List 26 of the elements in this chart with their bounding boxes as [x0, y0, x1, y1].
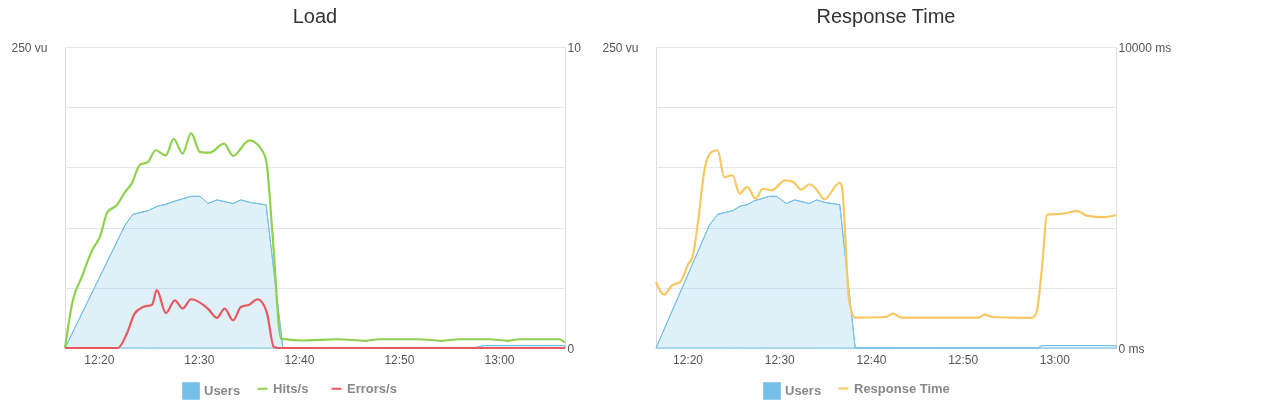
x-tick-label: 12:30	[764, 352, 796, 367]
legend-label: Users	[785, 383, 822, 398]
legend-label: Hits/s	[273, 380, 309, 396]
chart-title: Response Time	[816, 5, 956, 27]
legend-label: Response Time	[854, 380, 950, 396]
line-series	[63, 289, 567, 350]
y-tick-label: 250 vu	[602, 40, 639, 55]
legend-label: Errors/s	[347, 380, 397, 396]
legend-label: Users	[204, 383, 241, 398]
x-tick-label: 12:40	[284, 352, 315, 367]
y2-tick-label: 0 ms	[1118, 341, 1145, 356]
x-tick-label: 12:20	[673, 352, 704, 367]
y2-tick-label: 0	[567, 341, 575, 356]
y2-tick-label: 10	[567, 40, 582, 55]
chart-title: Load	[292, 5, 338, 27]
y-tick-label: 250 vu	[11, 40, 48, 55]
x-tick-label: 13:00	[484, 352, 515, 367]
line-series	[63, 131, 567, 350]
x-tick-label: 12:50	[948, 352, 979, 367]
x-tick-label: 12:50	[384, 352, 415, 367]
x-tick-label: 13:00	[1039, 352, 1071, 367]
x-tick-label: 12:30	[184, 352, 215, 367]
x-tick-label: 12:20	[84, 352, 115, 367]
x-tick-label: 12:40	[856, 352, 887, 367]
line-series	[654, 149, 1118, 319]
y2-tick-label: 10000 ms	[1118, 40, 1172, 55]
